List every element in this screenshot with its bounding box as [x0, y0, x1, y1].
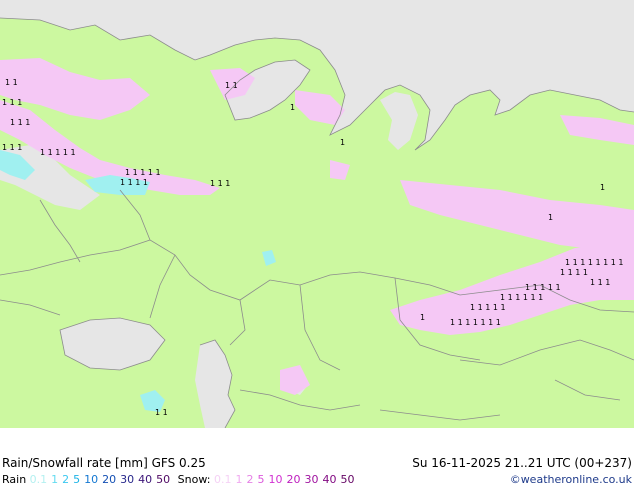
- svg-text:1 1 1: 1 1 1: [210, 179, 230, 188]
- svg-text:1: 1: [548, 213, 553, 222]
- coastlines: [0, 17, 634, 428]
- svg-text:1 1 1 1: 1 1 1 1: [560, 268, 588, 277]
- rain-areas: [0, 150, 276, 412]
- map-canvas: 1 1 1 1 1 1 1 1 1 1 1 1 1 1 1 1 1 1 1 1 …: [0, 0, 634, 428]
- svg-text:1 1: 1 1: [155, 408, 168, 417]
- svg-text:1: 1: [290, 103, 295, 112]
- rain-legend-item: 2: [62, 473, 70, 486]
- snow-areas: [0, 58, 634, 395]
- rain-legend-label: Rain: [2, 473, 27, 486]
- svg-text:1 1 1 1: 1 1 1 1: [120, 178, 148, 187]
- svg-text:1 1 1 1 1: 1 1 1 1 1: [470, 303, 506, 312]
- svg-text:1 1 1 1 1: 1 1 1 1 1: [125, 168, 161, 177]
- svg-text:1 1 1: 1 1 1: [2, 98, 22, 107]
- svg-text:1 1 1 1 1: 1 1 1 1 1: [525, 283, 561, 292]
- svg-text:1 1 1: 1 1 1: [590, 278, 610, 287]
- rain-legend-item: 5: [73, 473, 81, 486]
- snow-legend-item: 5: [257, 473, 265, 486]
- credit-link[interactable]: ©weatheronline.co.uk: [509, 473, 632, 486]
- svg-text:1 1 1: 1 1 1: [2, 143, 22, 152]
- map-title: Rain/Snowfall rate [mm] GFS 0.25: [2, 456, 206, 470]
- rain-legend-item: 1: [51, 473, 59, 486]
- snow-legend-item: 50: [340, 473, 355, 486]
- precip-symbols: 1 1 1 1 1 1 1 1 1 1 1 1 1 1 1 1 1 1 1 1 …: [2, 78, 624, 417]
- white-sea: [225, 60, 310, 120]
- forecast-datetime: Su 16-11-2025 21..21 UTC (00+237): [412, 456, 632, 470]
- legend-row: Rain 0.1 1 2 5 10 20 30 40 50 Snow: 0.1 1 2 5 10 20 30…: [2, 473, 632, 486]
- svg-text:1 1: 1 1: [225, 81, 238, 90]
- svg-text:1 1 1 1 1 1: 1 1 1 1 1 1: [500, 293, 543, 302]
- svg-text:1 1 1 1 1 1 1: 1 1 1 1 1 1 1: [450, 318, 501, 327]
- map-footer: Rain/Snowfall rate [mm] GFS 0.25 Su 16-1…: [0, 428, 634, 490]
- kara-bay: [380, 92, 418, 150]
- svg-text:1 1 1 1 1 1 1 1: 1 1 1 1 1 1 1 1: [565, 258, 624, 267]
- snow-legend-item: 10: [268, 473, 283, 486]
- snow-legend-item: 1: [235, 473, 243, 486]
- snow-legend-label: Snow:: [177, 473, 211, 486]
- snow-legend-item: 20: [286, 473, 301, 486]
- rain-legend-item: 30: [120, 473, 135, 486]
- rain-legend-item: 40: [138, 473, 153, 486]
- rain-legend-item: 0.1: [29, 473, 48, 486]
- caspian-sea: [195, 340, 235, 428]
- snow-legend-item: 30: [304, 473, 319, 486]
- snow-legend-item: 40: [322, 473, 337, 486]
- svg-text:1: 1: [420, 313, 425, 322]
- snow-legend-item: 0.1: [213, 473, 232, 486]
- svg-text:1 1 1: 1 1 1: [10, 118, 30, 127]
- country-borders: [0, 189, 634, 421]
- svg-text:1: 1: [340, 138, 345, 147]
- rain-legend: 0.1 1 2 5 10 20 30 40 50: [30, 473, 175, 486]
- rain-legend-item: 10: [84, 473, 99, 486]
- svg-text:1: 1: [600, 183, 605, 192]
- weather-map: 1 1 1 1 1 1 1 1 1 1 1 1 1 1 1 1 1 1 1 1 …: [0, 0, 634, 428]
- svg-text:1 1: 1 1: [5, 78, 18, 87]
- svg-text:1 1 1 1 1: 1 1 1 1 1: [40, 148, 76, 157]
- snow-legend: 0.1 1 2 5 10 20 30 40 50: [214, 473, 359, 486]
- black-sea: [60, 318, 165, 370]
- rain-legend-item: 20: [102, 473, 117, 486]
- snow-legend-item: 2: [246, 473, 254, 486]
- rain-legend-item: 50: [156, 473, 171, 486]
